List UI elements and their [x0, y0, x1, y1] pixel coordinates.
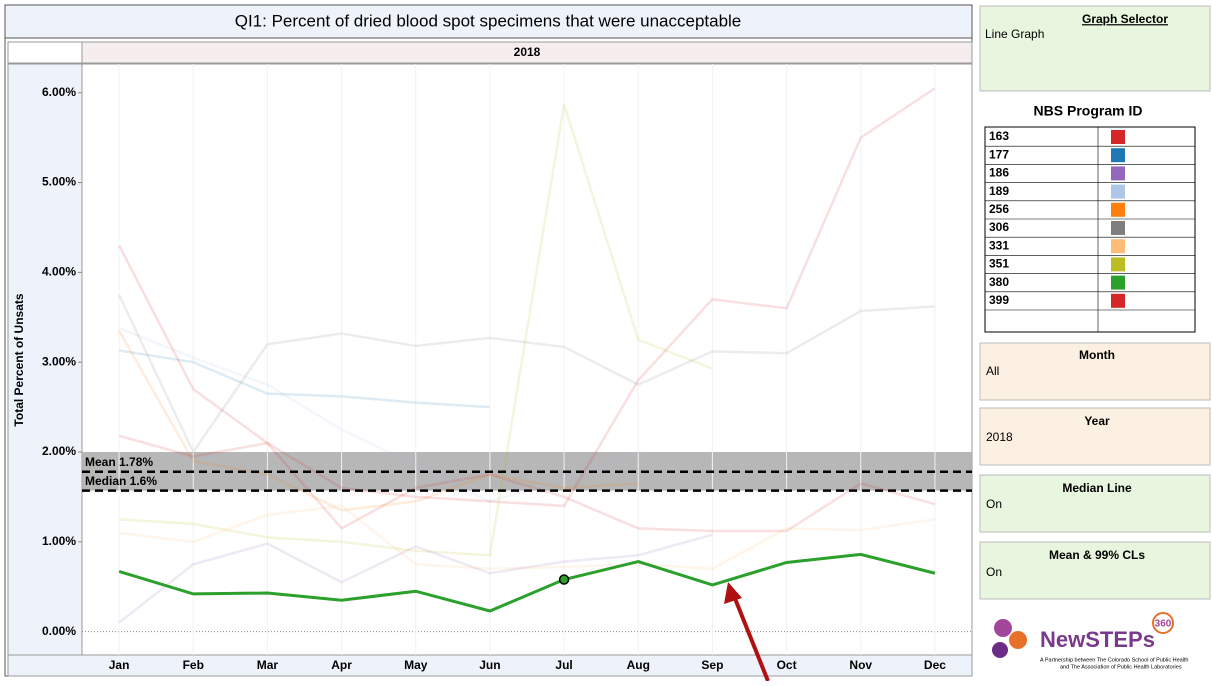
annotation-arrow [732, 595, 770, 682]
line [118, 326, 713, 503]
legend-label: 306 [989, 220, 1009, 234]
y-tick-label: 1.00% [42, 534, 76, 548]
graph-selector-panel[interactable] [979, 5, 1211, 92]
line [119, 104, 713, 557]
x-tick-label: Mar [257, 658, 279, 672]
logo-icon [992, 642, 1008, 658]
logo-tagline: A Partnership between The Colorado Schoo… [1040, 657, 1189, 663]
line [118, 504, 936, 571]
legend-label: 163 [989, 129, 1009, 143]
legend-swatch [1111, 257, 1125, 272]
legend-label: 256 [989, 202, 1009, 216]
panel-title: Month [1079, 348, 1115, 362]
y-axis-label: Total Percent of Unsats [12, 293, 26, 426]
x-tick-label: Nov [849, 658, 872, 672]
x-tick-label: Aug [627, 658, 650, 672]
legend-swatch [1111, 221, 1125, 235]
mean-panel[interactable] [979, 541, 1211, 600]
panel-value: On [986, 565, 1002, 579]
legend-label: 331 [989, 238, 1009, 252]
highlight-line [118, 552, 936, 613]
line [117, 87, 936, 508]
x-tick-label: Dec [924, 658, 946, 672]
logo-icon [1009, 631, 1027, 649]
line [118, 349, 490, 409]
logo-icon [994, 619, 1012, 637]
x-tick-label: May [404, 658, 428, 672]
logo-badge [1152, 612, 1174, 634]
legend-title: NBS Program ID [1034, 103, 1143, 119]
reference-label: Median 1.6% [85, 474, 157, 488]
panel-value: All [986, 364, 999, 378]
year-panel[interactable] [979, 407, 1211, 466]
x-tick-label: Apr [331, 658, 352, 672]
x-tick-label: Jan [109, 658, 130, 672]
median-panel[interactable] [979, 474, 1211, 533]
month-panel[interactable] [979, 342, 1211, 401]
y-axis-panel [7, 63, 83, 656]
y-tick-label: 6.00% [42, 85, 76, 99]
legend-label: 380 [989, 275, 1009, 289]
x-tick-label: Jul [555, 658, 572, 672]
y-tick-label: 5.00% [42, 175, 76, 189]
legend-label: 399 [989, 293, 1009, 307]
plot [82, 64, 972, 655]
panel-title: Graph Selector [1082, 12, 1168, 26]
reference-label: Mean 1.78% [85, 455, 153, 469]
legend-swatch [1111, 239, 1125, 254]
line [117, 330, 639, 512]
chart-title: QI1: Percent of dried blood spot specime… [235, 11, 742, 30]
legend-label: 189 [989, 184, 1009, 198]
legend-swatch [1111, 184, 1125, 199]
line [118, 434, 936, 533]
panel-value: 2018 [986, 430, 1013, 444]
y-tick-label: 3.00% [42, 354, 76, 368]
x-tick-label: Feb [183, 658, 204, 672]
y-tick-label: 2.00% [42, 444, 76, 458]
legend-swatch [1111, 202, 1125, 217]
legend-label: 177 [989, 147, 1009, 161]
plot-area [81, 63, 973, 656]
x-tick-label: Oct [777, 658, 797, 672]
legend-swatch [1111, 275, 1125, 290]
y-tick-label: 4.00% [42, 265, 76, 279]
panel-value: On [986, 497, 1002, 511]
x-tick-label: Sep [701, 658, 723, 672]
header-cell [81, 41, 973, 64]
chart-subtitle: 2018 [514, 45, 541, 59]
panel-title: Year [1084, 414, 1110, 428]
legend-swatch [1111, 166, 1125, 181]
legend-swatch [1111, 293, 1125, 308]
legend-label: 351 [989, 257, 1009, 271]
legend-swatch [1111, 130, 1125, 144]
highlight-point [558, 574, 570, 585]
panel-title: Mean & 99% CLs [1049, 548, 1145, 562]
title-box [4, 4, 973, 39]
legend-box [984, 126, 1196, 333]
legend-label: 186 [989, 166, 1009, 180]
legend: 163 177 186 189 256 306 331 351 380 399 [985, 127, 1195, 332]
panel-title: Median Line [1062, 481, 1132, 495]
corner-cell [7, 41, 83, 64]
x-tick-label: Jun [479, 658, 500, 672]
logo-name: NewSTEPs [1040, 627, 1155, 652]
line [118, 533, 713, 624]
legend-swatch [1111, 148, 1125, 163]
y-tick-label: 0.00% [42, 624, 76, 638]
line [117, 294, 935, 455]
logo-badge-text: 360 [1155, 619, 1172, 630]
arrow-head [724, 582, 742, 604]
logo-tagline: and The Association of Public Health Lab… [1060, 664, 1182, 670]
panel-value: Line Graph [985, 27, 1044, 41]
